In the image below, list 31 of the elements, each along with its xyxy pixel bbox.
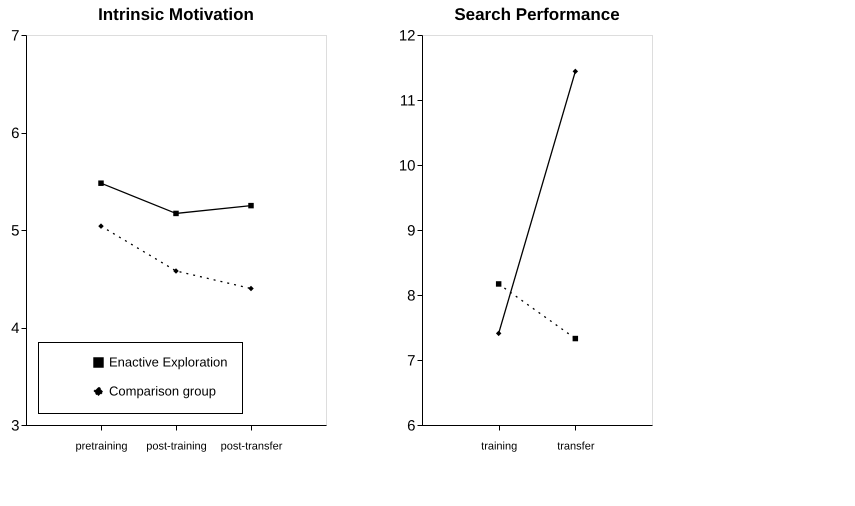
- point: [572, 336, 578, 342]
- x-tick-label: transfer: [557, 440, 595, 452]
- chart-title: Search Performance: [454, 5, 620, 24]
- y-tick-label: 5: [11, 222, 20, 240]
- point: [98, 180, 104, 186]
- point: [248, 202, 254, 208]
- chart-title: Intrinsic Motivation: [98, 5, 254, 24]
- point: [98, 223, 104, 229]
- y-tick-label: 7: [407, 352, 416, 370]
- point: [572, 68, 578, 74]
- y-tick-label: 4: [11, 320, 20, 337]
- x-tick-label: pretraining: [76, 440, 128, 452]
- legend-label: Enactive Exploration: [109, 354, 228, 370]
- x-tick-label: post-training: [146, 440, 207, 452]
- y-tick-label: 3: [11, 418, 20, 434]
- y-tick-label: 8: [407, 288, 416, 304]
- y-tick-label: 10: [398, 158, 416, 174]
- y-tick-label: 7: [11, 28, 20, 44]
- legend-label: Comparison group: [109, 384, 216, 398]
- y-tick-label: 12: [398, 28, 416, 44]
- y-tick-label: 6: [407, 418, 416, 434]
- point: [496, 281, 502, 287]
- point: [496, 330, 502, 336]
- point: [173, 210, 179, 216]
- x-tick-label: post-transfer: [220, 440, 283, 452]
- point: [248, 286, 254, 292]
- x-tick-label: training: [481, 440, 518, 452]
- point: [173, 268, 179, 274]
- y-tick-label: 6: [11, 125, 20, 142]
- y-tick-label: 11: [400, 92, 416, 110]
- y-tick-label: 9: [407, 222, 416, 240]
